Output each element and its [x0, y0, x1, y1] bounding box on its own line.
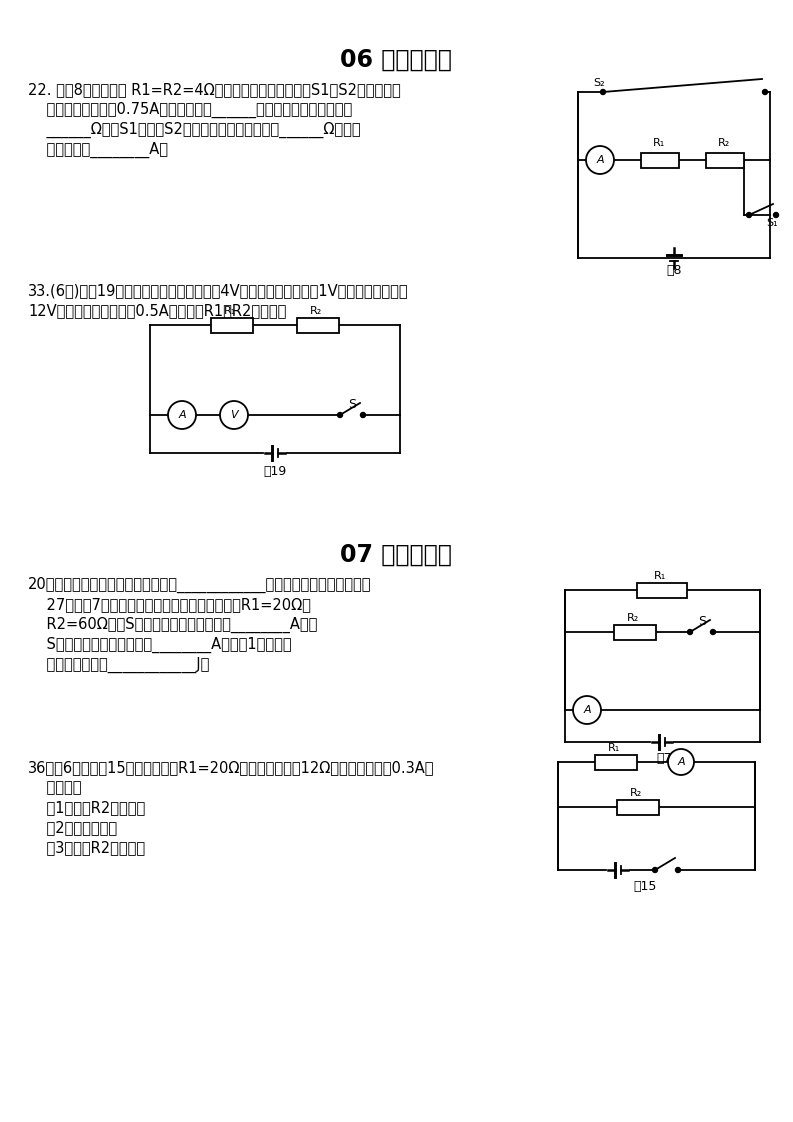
Text: R₂: R₂	[310, 306, 322, 316]
Circle shape	[668, 749, 694, 775]
Circle shape	[586, 146, 614, 174]
Circle shape	[361, 413, 366, 417]
Text: R₁: R₁	[224, 306, 236, 316]
Text: 06 年兰州中考: 06 年兰州中考	[340, 48, 452, 72]
Bar	[595, 754, 637, 770]
Circle shape	[653, 867, 657, 873]
Text: 图19: 图19	[263, 465, 286, 478]
Circle shape	[711, 629, 715, 635]
Circle shape	[763, 90, 768, 94]
Text: R₁: R₁	[653, 138, 665, 148]
Text: 请计算：: 请计算：	[28, 780, 82, 795]
Text: R₂: R₂	[718, 138, 730, 148]
Text: R₂: R₂	[630, 788, 642, 798]
Text: S闭合时，电流表的示数为________A，电路1分钟内总: S闭合时，电流表的示数为________A，电路1分钟内总	[28, 637, 292, 653]
Bar	[211, 318, 253, 332]
Circle shape	[573, 696, 601, 724]
Text: A: A	[583, 705, 591, 715]
Circle shape	[676, 867, 680, 873]
Text: S: S	[348, 398, 356, 411]
Text: A: A	[178, 410, 186, 420]
Text: R2=60Ω。当S断开时，电流表的示数为________A；当: R2=60Ω。当S断开时，电流表的示数为________A；当	[28, 617, 317, 633]
Text: 图15: 图15	[633, 880, 657, 893]
Bar	[297, 318, 339, 332]
Text: S: S	[698, 615, 706, 628]
Text: 电流表示的示数为0.75A，此时电路是______联电路，电路的总电阻是: 电流表示的示数为0.75A，此时电路是______联电路，电路的总电阻是	[28, 102, 352, 118]
Text: 36、（6分）如图15所示电路中，R1=20Ω，电路总电阻力12Ω，电流表示数为0.3A，: 36、（6分）如图15所示电路中，R1=20Ω，电路总电阻力12Ω，电流表示数为…	[28, 760, 435, 775]
Text: 图7: 图7	[656, 752, 672, 765]
Text: 33.(6分)如图19所示电路中，当电源电压为4V时，电压表的示数为1V；当电源电压增至: 33.(6分)如图19所示电路中，当电源电压为4V时，电压表的示数为1V；当电源…	[28, 283, 408, 298]
Text: ______Ω。当S1闭合、S2断开时，电路的总电阻是______Ω，电流: ______Ω。当S1闭合、S2断开时，电路的总电阻是______Ω，电流	[28, 122, 361, 138]
Text: 12V时，电流表的示数为0.5A，求电阻R1、R2的阻值。: 12V时，电流表的示数为0.5A，求电阻R1、R2的阻值。	[28, 303, 286, 318]
Text: 22. 如图8所示，电阻 R1=R2=4Ω，电源电压保持不变。当S1、S2都闭合时，: 22. 如图8所示，电阻 R1=R2=4Ω，电源电压保持不变。当S1、S2都闭合…	[28, 82, 400, 96]
Circle shape	[600, 90, 606, 94]
Circle shape	[168, 401, 196, 429]
Circle shape	[746, 212, 752, 218]
Circle shape	[688, 629, 692, 635]
Text: （1）电阻R2的阻值；: （1）电阻R2的阻值；	[28, 800, 145, 815]
Text: R₁: R₁	[608, 743, 620, 753]
Text: 27、如图7所示电路，电源电压恒定不变，电阻R1=20Ω，: 27、如图7所示电路，电源电压恒定不变，电阻R1=20Ω，	[28, 597, 311, 611]
Text: 表的示数是________A。: 表的示数是________A。	[28, 142, 168, 158]
Text: 20、被人们称为电子眼的雷达是利用____________的反射来探测物体位置的。: 20、被人们称为电子眼的雷达是利用____________的反射来探测物体位置的…	[28, 577, 371, 594]
Text: V: V	[230, 410, 238, 420]
Text: A: A	[677, 757, 685, 767]
Circle shape	[338, 413, 343, 417]
Text: R₁: R₁	[654, 571, 666, 581]
Bar	[614, 625, 656, 640]
Text: A: A	[596, 155, 603, 165]
Text: S₁: S₁	[766, 218, 778, 228]
Circle shape	[220, 401, 248, 429]
Bar	[706, 153, 744, 167]
Text: （2）由原电压；: （2）由原电压；	[28, 820, 117, 835]
Text: S₂: S₂	[593, 79, 604, 88]
Circle shape	[773, 212, 779, 218]
Bar	[641, 153, 679, 167]
Text: 共产生的热量为____________J。: 共产生的热量为____________J。	[28, 657, 209, 673]
Bar	[617, 800, 659, 815]
Text: 07 年兰州中考: 07 年兰州中考	[340, 543, 452, 567]
Text: 图8: 图8	[666, 264, 681, 277]
Text: R₂: R₂	[627, 613, 639, 623]
Bar	[637, 582, 687, 598]
Text: （3）通过R2的电流。: （3）通过R2的电流。	[28, 840, 145, 855]
